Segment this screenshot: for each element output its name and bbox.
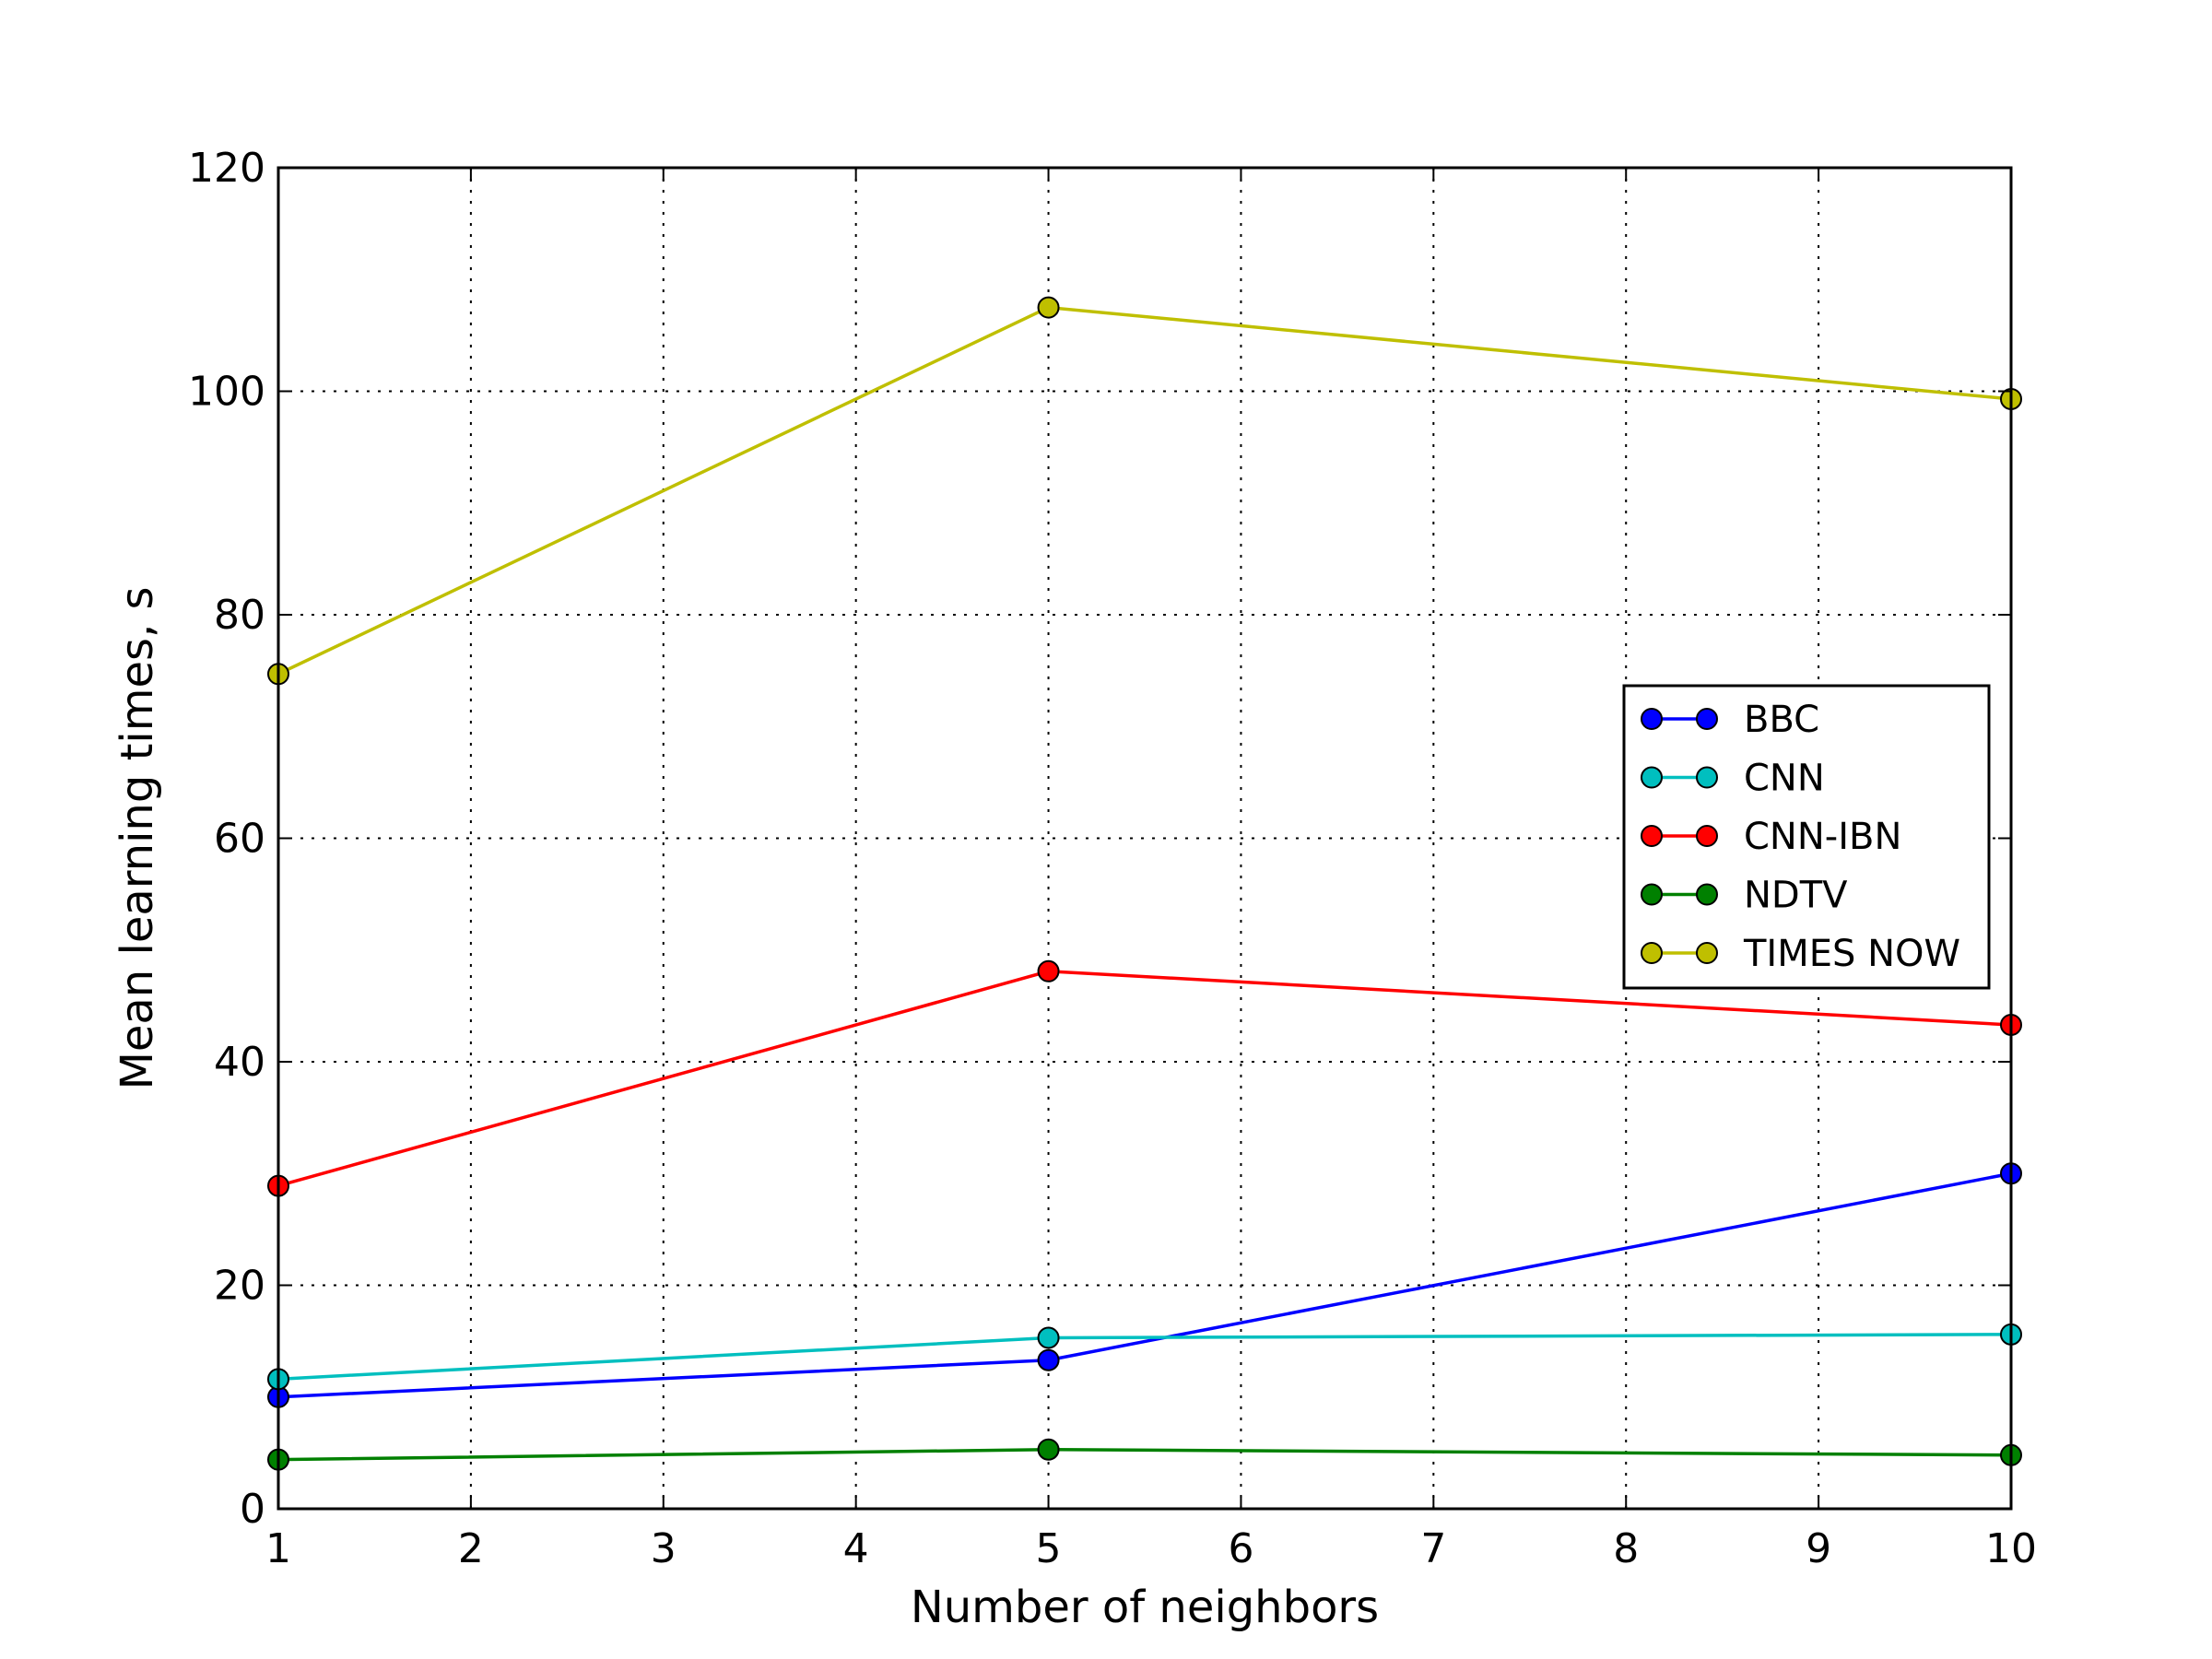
y-tick-label: 20 bbox=[214, 1263, 265, 1310]
series-group bbox=[267, 296, 2022, 1471]
x-tick-label: 2 bbox=[458, 1525, 484, 1572]
data-point bbox=[1037, 296, 1060, 319]
x-tick-label: 8 bbox=[1613, 1525, 1639, 1572]
y-axis-label: Mean learning times, s bbox=[112, 586, 163, 1089]
x-axis-label: Number of neighbors bbox=[911, 1582, 1379, 1633]
legend-marker bbox=[1641, 942, 1663, 964]
grid bbox=[278, 168, 2011, 1509]
x-tick-label: 4 bbox=[843, 1525, 869, 1572]
legend-marker bbox=[1696, 942, 1718, 964]
legend: BBC CNN CNN-IBN NDTV TIMES NOW bbox=[1622, 684, 1991, 990]
legend-marker bbox=[1641, 766, 1663, 789]
series-line bbox=[277, 1447, 2012, 1462]
x-tick-label: 1 bbox=[265, 1525, 291, 1572]
series-line bbox=[277, 305, 2012, 676]
y-tick-label: 100 bbox=[188, 369, 265, 416]
x-tick-label: 5 bbox=[1036, 1525, 1062, 1572]
x-tick-label: 10 bbox=[1985, 1525, 2037, 1572]
legend-entry: TIMES NOW bbox=[1743, 933, 1960, 975]
series-times-now bbox=[267, 296, 2022, 686]
y-tick-label: 60 bbox=[214, 816, 265, 863]
legend-marker bbox=[1696, 708, 1718, 730]
series-cnn bbox=[267, 1323, 2022, 1391]
series-bbc bbox=[267, 1162, 2022, 1408]
x-tick-label: 7 bbox=[1420, 1525, 1446, 1572]
data-point bbox=[1037, 1348, 1060, 1371]
series-ndtv bbox=[267, 1438, 2022, 1471]
legend-entry: CNN bbox=[1744, 758, 1825, 800]
legend-marker bbox=[1696, 825, 1718, 847]
series-cnn-ibn bbox=[267, 959, 2022, 1197]
data-point bbox=[1037, 1326, 1060, 1349]
y-tick-label: 40 bbox=[214, 1039, 265, 1086]
series-line bbox=[277, 970, 2012, 1188]
x-tick-label: 9 bbox=[1806, 1525, 1831, 1572]
legend-marker bbox=[1696, 883, 1718, 906]
legend-entry: BBC bbox=[1744, 699, 1819, 741]
legend-entry: NDTV bbox=[1744, 875, 1848, 917]
legend-marker bbox=[1641, 883, 1663, 906]
legend-marker bbox=[1696, 766, 1718, 789]
y-tick-label: 0 bbox=[240, 1486, 265, 1533]
data-point bbox=[1037, 1438, 1060, 1461]
x-tick-label: 6 bbox=[1228, 1525, 1253, 1572]
data-point bbox=[1037, 959, 1060, 982]
legend-entry: CNN-IBN bbox=[1744, 816, 1901, 858]
x-tick-label: 3 bbox=[651, 1525, 677, 1572]
legend-marker bbox=[1641, 825, 1663, 847]
legend-marker bbox=[1641, 708, 1663, 730]
y-tick-label: 80 bbox=[214, 592, 265, 639]
y-tick-label: 120 bbox=[188, 145, 265, 192]
